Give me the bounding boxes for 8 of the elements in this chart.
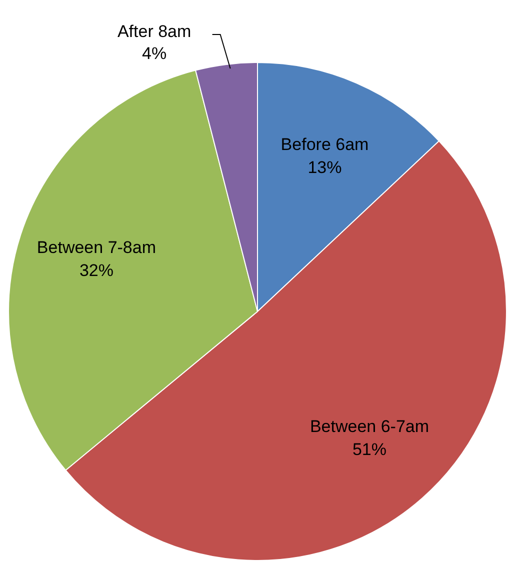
slice-label: Before 6am [280,134,369,154]
slice-label: After 8am [117,22,192,42]
slice-label: Between 6-7am [310,417,430,436]
data-label: 51% [352,440,386,460]
data-label: 13% [308,158,342,177]
slice-label: Between 7-8am [36,238,156,257]
data-label: 32% [79,260,114,280]
data-label: 4% [142,44,167,64]
